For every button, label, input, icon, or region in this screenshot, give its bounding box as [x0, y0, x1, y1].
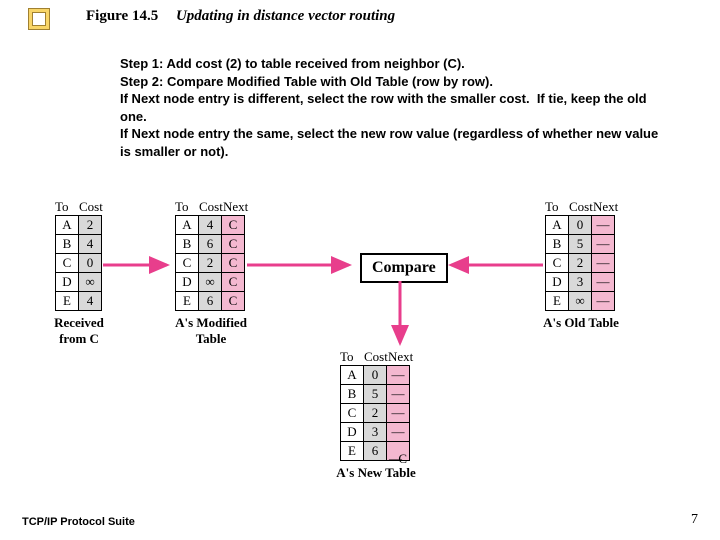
steps-text: Step 1: Add cost (2) to table received f…: [120, 55, 660, 160]
page-number: 7: [691, 512, 698, 528]
routing-table: A2B4C0D∞E4: [55, 215, 102, 311]
table-modified: ToCostNextA4CB6CC2CD∞CE6CA's ModifiedTab…: [175, 215, 251, 346]
compare-box: Compare: [360, 253, 448, 283]
arrow-compare-to-new: [390, 281, 410, 351]
arrow-modified-to-compare: [247, 255, 357, 275]
routing-table: A4CB6CC2CD∞CE6C: [175, 215, 245, 311]
footer-source: TCP/IP Protocol Suite: [22, 516, 135, 528]
routing-table: A0—B5—C2—D3—E∞—: [545, 215, 615, 311]
routing-table: A0—B5—C2—D3—E6—C: [340, 365, 410, 461]
slide-bullet-icon: [28, 8, 48, 28]
figure-label: Figure 14.5: [86, 8, 158, 24]
table-old: ToCostNextA0—B5—C2—D3—E∞—A's Old Table: [545, 215, 621, 331]
arrow-received-to-modified: [103, 255, 175, 275]
table-received: ToCostA2B4C0D∞E4Receivedfrom C: [55, 215, 109, 346]
arrow-old-to-compare: [443, 255, 545, 275]
diagram-area: ToCostA2B4C0D∞E4Receivedfrom C ToCostNex…: [45, 195, 685, 495]
table-new: ToCostNextA0—B5—C2—D3—E6—CA's New Table: [340, 365, 416, 481]
figure-title: Figure 14.5 Updating in distance vector …: [86, 8, 395, 25]
figure-caption: Updating in distance vector routing: [176, 8, 395, 24]
